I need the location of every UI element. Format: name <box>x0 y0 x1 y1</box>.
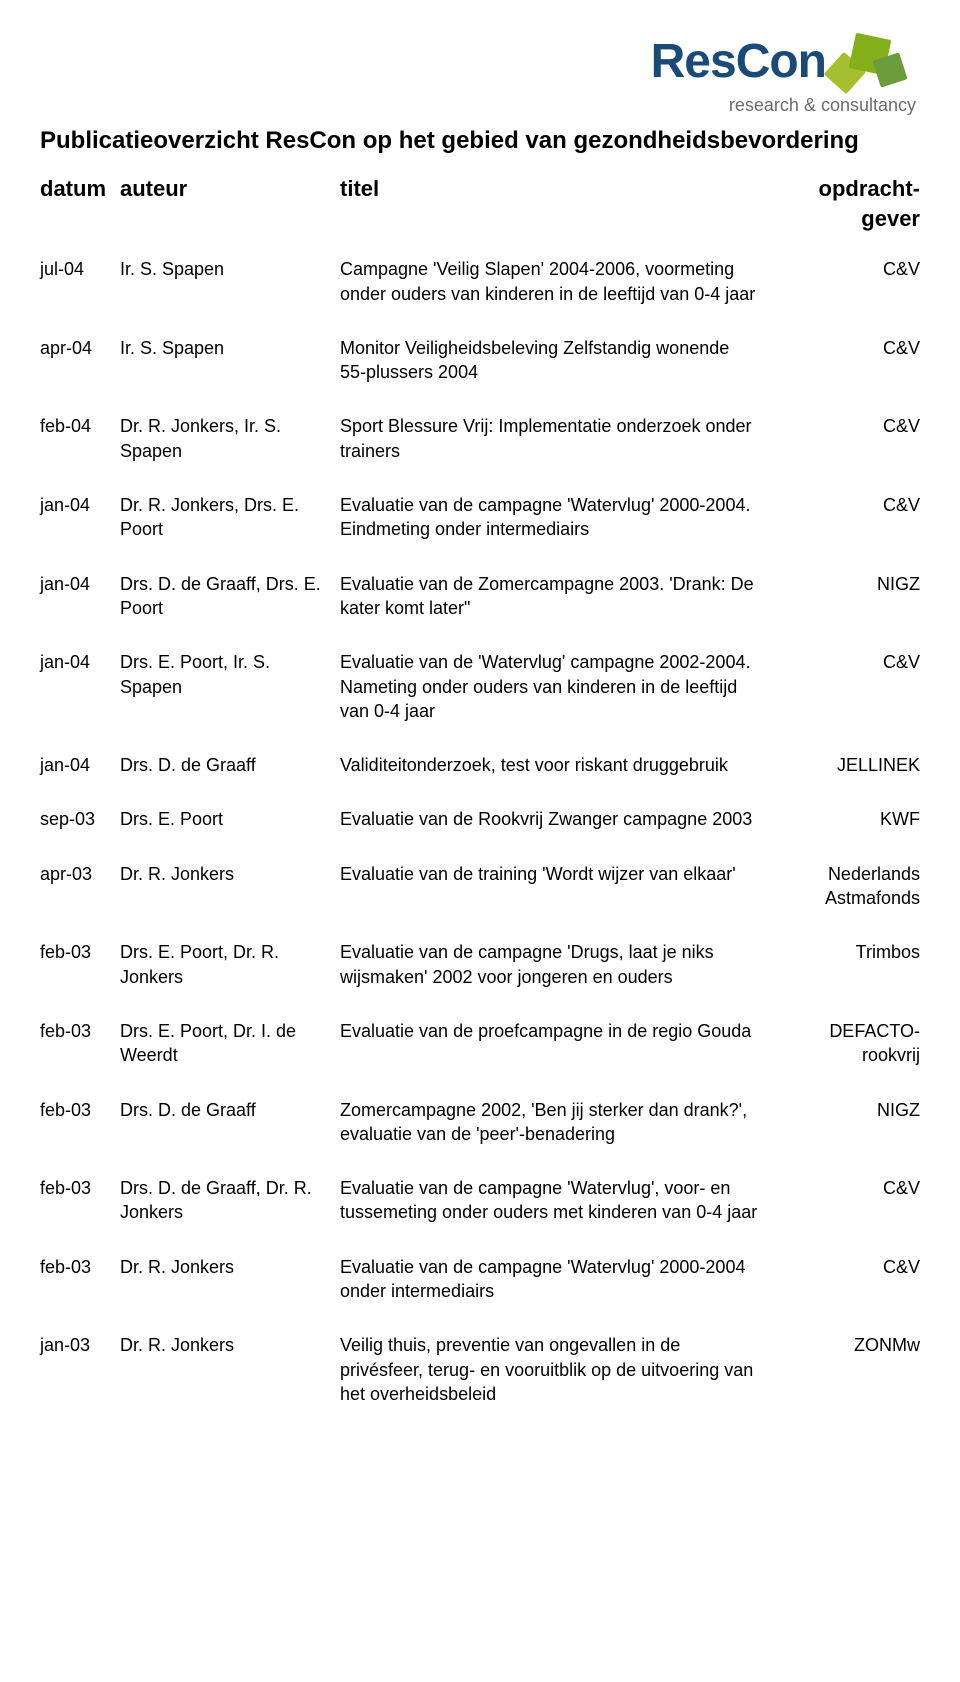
cell-datum: jan-04 <box>40 572 120 596</box>
cell-auteur: Drs. E. Poort, Dr. R. Jonkers <box>120 940 340 989</box>
cell-titel: Evaluatie van de training 'Wordt wijzer … <box>340 862 780 886</box>
cell-datum: jan-04 <box>40 493 120 517</box>
cell-opdrachtgever: C&V <box>780 414 920 438</box>
cell-datum: feb-03 <box>40 1098 120 1122</box>
table-row: jul-04Ir. S. SpapenCampagne 'Veilig Slap… <box>40 257 920 306</box>
logo-subtitle: research & consultancy <box>729 93 916 117</box>
cell-datum: jan-03 <box>40 1333 120 1357</box>
cell-auteur: Ir. S. Spapen <box>120 257 340 281</box>
cell-datum: feb-03 <box>40 1176 120 1200</box>
cell-titel: Zomercampagne 2002, 'Ben jij sterker dan… <box>340 1098 780 1147</box>
table-row: apr-03Dr. R. JonkersEvaluatie van de tra… <box>40 862 920 911</box>
cell-opdrachtgever: NIGZ <box>780 1098 920 1122</box>
cell-opdrachtgever: Nederlands Astmafonds <box>780 862 920 911</box>
cell-auteur: Drs. E. Poort <box>120 807 340 831</box>
cell-titel: Evaluatie van de proefcampagne in de reg… <box>340 1019 780 1043</box>
table-body: jul-04Ir. S. SpapenCampagne 'Veilig Slap… <box>40 257 920 1406</box>
logo-container: ResCon research & consultancy <box>40 30 920 117</box>
cell-opdrachtgever: DEFACTO-rookvrij <box>780 1019 920 1068</box>
cell-opdrachtgever: NIGZ <box>780 572 920 596</box>
cell-datum: feb-03 <box>40 940 120 964</box>
cell-auteur: Drs. D. de Graaff <box>120 753 340 777</box>
cell-datum: jan-04 <box>40 753 120 777</box>
cell-titel: Evaluatie van de Zomercampagne 2003. 'Dr… <box>340 572 780 621</box>
cell-datum: apr-03 <box>40 862 120 886</box>
table-row: jan-04Dr. R. Jonkers, Drs. E. PoortEvalu… <box>40 493 920 542</box>
cell-titel: Evaluatie van de campagne 'Watervlug' 20… <box>340 1255 780 1304</box>
cell-opdrachtgever: ZONMw <box>780 1333 920 1357</box>
cell-datum: feb-03 <box>40 1255 120 1279</box>
table-row: feb-03Drs. D. de Graaff, Dr. R. JonkersE… <box>40 1176 920 1225</box>
cell-auteur: Drs. D. de Graaff, Drs. E. Poort <box>120 572 340 621</box>
table-row: jan-04Drs. D. de Graaff, Drs. E. PoortEv… <box>40 572 920 621</box>
cell-titel: Evaluatie van de campagne 'Watervlug' 20… <box>340 493 780 542</box>
cell-auteur: Dr. R. Jonkers <box>120 1333 340 1357</box>
table-row: feb-03Drs. D. de GraaffZomercampagne 200… <box>40 1098 920 1147</box>
cell-titel: Validiteitonderzoek, test voor riskant d… <box>340 753 780 777</box>
cell-datum: jan-04 <box>40 650 120 674</box>
table-row: feb-03Drs. E. Poort, Dr. R. JonkersEvalu… <box>40 940 920 989</box>
logo-text: ResCon <box>651 30 826 95</box>
logo: ResCon research & consultancy <box>651 30 920 117</box>
cell-opdrachtgever: KWF <box>780 807 920 831</box>
page-title: Publicatieoverzicht ResCon op het gebied… <box>40 127 920 156</box>
cell-datum: feb-04 <box>40 414 120 438</box>
cell-auteur: Dr. R. Jonkers <box>120 1255 340 1279</box>
table-header: datum auteur titel opdracht-gever <box>40 174 920 233</box>
cell-titel: Campagne 'Veilig Slapen' 2004-2006, voor… <box>340 257 780 306</box>
table-row: jan-03Dr. R. JonkersVeilig thuis, preven… <box>40 1333 920 1406</box>
cell-opdrachtgever: C&V <box>780 257 920 281</box>
logo-square-icon <box>872 53 907 88</box>
cell-opdrachtgever: Trimbos <box>780 940 920 964</box>
cell-opdrachtgever: C&V <box>780 336 920 360</box>
header-auteur: auteur <box>120 174 340 233</box>
cell-auteur: Ir. S. Spapen <box>120 336 340 360</box>
cell-titel: Veilig thuis, preventie van ongevallen i… <box>340 1333 780 1406</box>
cell-datum: jul-04 <box>40 257 120 281</box>
cell-titel: Evaluatie van de campagne 'Drugs, laat j… <box>340 940 780 989</box>
cell-auteur: Drs. D. de Graaff, Dr. R. Jonkers <box>120 1176 340 1225</box>
cell-opdrachtgever: C&V <box>780 1176 920 1200</box>
table-row: feb-03Dr. R. JonkersEvaluatie van de cam… <box>40 1255 920 1304</box>
cell-auteur: Dr. R. Jonkers, Ir. S. Spapen <box>120 414 340 463</box>
header-titel: titel <box>340 174 780 233</box>
cell-auteur: Dr. R. Jonkers <box>120 862 340 886</box>
cell-titel: Evaluatie van de Rookvrij Zwanger campag… <box>340 807 780 831</box>
cell-auteur: Drs. E. Poort, Dr. I. de Weerdt <box>120 1019 340 1068</box>
table-row: apr-04Ir. S. SpapenMonitor Veiligheidsbe… <box>40 336 920 385</box>
cell-titel: Evaluatie van de campagne 'Watervlug', v… <box>340 1176 780 1225</box>
table-row: feb-04Dr. R. Jonkers, Ir. S. SpapenSport… <box>40 414 920 463</box>
cell-titel: Sport Blessure Vrij: Implementatie onder… <box>340 414 780 463</box>
cell-auteur: Dr. R. Jonkers, Drs. E. Poort <box>120 493 340 542</box>
header-opdrachtgever: opdracht-gever <box>780 174 920 233</box>
cell-opdrachtgever: JELLINEK <box>780 753 920 777</box>
table-row: sep-03Drs. E. PoortEvaluatie van de Rook… <box>40 807 920 831</box>
cell-datum: apr-04 <box>40 336 120 360</box>
table-row: jan-04Drs. E. Poort, Ir. S. SpapenEvalua… <box>40 650 920 723</box>
cell-datum: feb-03 <box>40 1019 120 1043</box>
cell-titel: Evaluatie van de 'Watervlug' campagne 20… <box>340 650 780 723</box>
header-datum: datum <box>40 174 120 233</box>
table-row: jan-04Drs. D. de GraaffValiditeitonderzo… <box>40 753 920 777</box>
cell-titel: Monitor Veiligheidsbeleving Zelfstandig … <box>340 336 780 385</box>
cell-auteur: Drs. D. de Graaff <box>120 1098 340 1122</box>
logo-shapes-icon <box>830 32 920 92</box>
cell-opdrachtgever: C&V <box>780 650 920 674</box>
cell-datum: sep-03 <box>40 807 120 831</box>
logo-main: ResCon <box>651 30 920 95</box>
cell-auteur: Drs. E. Poort, Ir. S. Spapen <box>120 650 340 699</box>
table-row: feb-03Drs. E. Poort, Dr. I. de WeerdtEva… <box>40 1019 920 1068</box>
cell-opdrachtgever: C&V <box>780 493 920 517</box>
cell-opdrachtgever: C&V <box>780 1255 920 1279</box>
